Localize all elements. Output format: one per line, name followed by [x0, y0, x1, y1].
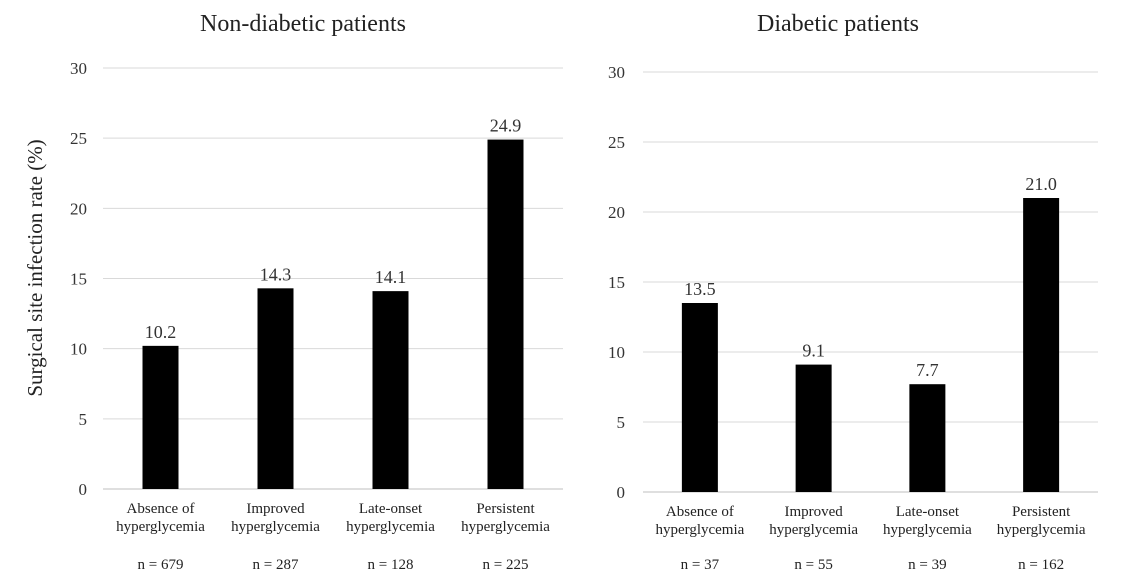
- x-tick-label: Late-onset: [359, 501, 423, 517]
- x-tick-label: hyperglycemia: [883, 522, 972, 538]
- x-tick-label: hyperglycemia: [346, 519, 435, 535]
- y-tick-label: 25: [70, 129, 87, 148]
- chart-title: Non-diabetic patients: [200, 11, 406, 37]
- data-label: 14.1: [375, 267, 407, 287]
- data-label: 9.1: [802, 341, 825, 361]
- x-tick-label: hyperglycemia: [116, 519, 205, 535]
- y-tick-label: 15: [608, 273, 625, 292]
- n-label: n = 39: [908, 557, 946, 573]
- data-label: 7.7: [916, 360, 939, 380]
- x-tick-label: Improved: [246, 501, 305, 517]
- x-tick-label: hyperglycemia: [461, 519, 550, 535]
- chart-title: Diabetic patients: [757, 11, 919, 37]
- x-tick-label: hyperglycemia: [231, 519, 320, 535]
- chart-diabetic: Diabetic patients 0 5 10 15 20 25 30 13.5 Absence…: [608, 11, 1098, 573]
- n-label: n = 679: [138, 557, 184, 573]
- x-tick-label: Persistent: [1012, 504, 1071, 520]
- data-label: 24.9: [490, 116, 522, 136]
- n-label: n = 225: [483, 557, 529, 573]
- x-tick-label: Absence of: [127, 501, 195, 517]
- y-tick-label: 30: [608, 63, 625, 82]
- n-label: n = 55: [794, 557, 832, 573]
- y-tick-label: 25: [608, 133, 625, 152]
- y-tick-label: 0: [79, 480, 88, 499]
- chart-non-diabetic: Non-diabetic patients 0 5 10 15 20 25 30 10.2 Abs…: [70, 11, 563, 573]
- x-tick-label: Late-onset: [896, 504, 960, 520]
- data-label: 13.5: [684, 279, 716, 299]
- x-tick-label: Persistent: [476, 501, 535, 517]
- y-tick-label: 15: [70, 270, 87, 289]
- bar: [909, 384, 946, 492]
- n-label: n = 162: [1018, 557, 1064, 573]
- n-label: n = 128: [368, 557, 414, 573]
- bar: [681, 303, 718, 492]
- x-tick-label: hyperglycemia: [655, 522, 744, 538]
- x-tick-label: Improved: [784, 504, 843, 520]
- data-label: 14.3: [260, 264, 292, 284]
- y-tick-label: 0: [617, 483, 626, 502]
- y-tick-label: 5: [617, 413, 626, 432]
- y-tick-label: 10: [70, 340, 87, 359]
- n-label: n = 37: [681, 557, 720, 573]
- y-tick-label: 20: [608, 203, 625, 222]
- bar: [487, 139, 524, 489]
- x-tick-label: hyperglycemia: [997, 522, 1086, 538]
- y-tick-label: 30: [70, 59, 87, 78]
- bar: [372, 291, 409, 489]
- data-label: 21.0: [1025, 174, 1057, 194]
- bar: [1023, 198, 1060, 492]
- bar: [142, 345, 179, 489]
- data-label: 10.2: [145, 322, 177, 342]
- y-tick-label: 20: [70, 199, 87, 218]
- x-tick-label: hyperglycemia: [769, 522, 858, 538]
- y-axis-label: Surgical site infection rate (%): [23, 139, 47, 396]
- bar: [257, 288, 294, 489]
- y-tick-label: 10: [608, 343, 625, 362]
- x-tick-label: Absence of: [666, 504, 734, 520]
- bar: [795, 364, 832, 492]
- n-label: n = 287: [253, 557, 299, 573]
- y-tick-label: 5: [79, 410, 88, 429]
